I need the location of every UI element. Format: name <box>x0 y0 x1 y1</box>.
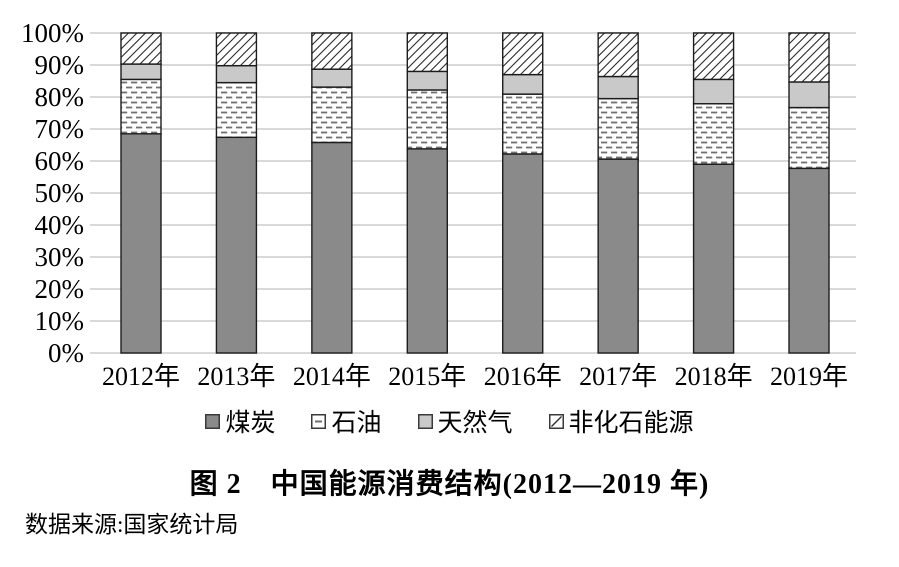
x-tick-label: 2015年 <box>388 362 467 391</box>
bar-segment-coal-2013年 <box>215 136 258 354</box>
chart-legend: 煤炭 石油 天然气 非化石能源 <box>0 403 899 439</box>
bar-segment-oil-2016年 <box>502 93 544 155</box>
bar-segment-oil-2015年 <box>406 89 448 150</box>
bar-segment-coal-2019年 <box>788 167 830 354</box>
bar-segment-coal-2014年 <box>311 141 353 354</box>
bar-segment-gas-2014年 <box>311 68 353 88</box>
bar-segment-nonfossil-2016年 <box>502 32 544 76</box>
bar-segment-gas-2016年 <box>502 73 544 95</box>
x-tick-label: 2017年 <box>579 362 658 391</box>
y-tick-label: 80% <box>34 81 85 112</box>
legend-swatch-gas-icon <box>417 413 433 429</box>
bar-segment-nonfossil-2014年 <box>311 32 353 70</box>
bar-segment-coal-2018年 <box>692 163 735 354</box>
bar-segment-coal-2012年 <box>120 133 162 354</box>
bar-segment-oil-2018年 <box>692 103 735 165</box>
y-tick-label: 60% <box>34 145 85 176</box>
x-tick-label: 2014年 <box>292 362 371 391</box>
x-tick-label: 2018年 <box>674 362 753 391</box>
bar-segment-gas-2012年 <box>120 63 162 81</box>
y-tick-label: 0% <box>48 337 84 368</box>
bar-segment-oil-2013年 <box>215 81 258 139</box>
bar-segment-oil-2012年 <box>120 78 162 135</box>
legend-swatch-coal-icon <box>205 413 221 429</box>
bar-segment-coal-2016年 <box>502 153 544 354</box>
y-tick-label: 30% <box>34 241 85 272</box>
bar-segment-oil-2017年 <box>597 97 639 160</box>
legend-item-oil: 石油 <box>311 403 382 439</box>
stacked-bar-chart <box>90 32 856 354</box>
y-tick-label: 50% <box>34 177 85 208</box>
legend-item-nonfossil: 非化石能源 <box>548 403 694 439</box>
legend-label: 天然气 <box>437 410 513 437</box>
y-tick-label: 10% <box>34 305 85 336</box>
chart-title: 图 2 中国能源消费结构(2012—2019 年) <box>189 469 710 500</box>
bar-segment-nonfossil-2015年 <box>406 32 448 73</box>
legend-swatch-oil-icon <box>311 413 327 429</box>
data-source: 数据来源:国家统计局 <box>25 512 239 537</box>
legend-label: 非化石能源 <box>568 410 694 437</box>
y-tick-label: 90% <box>34 49 85 80</box>
bar-segment-nonfossil-2019年 <box>788 32 830 83</box>
x-tick-label: 2012年 <box>101 362 180 391</box>
legend-item-coal: 煤炭 <box>205 403 275 439</box>
bar-segment-gas-2015年 <box>406 70 448 91</box>
bar-segment-coal-2017年 <box>597 158 639 354</box>
y-tick-label: 70% <box>34 113 85 144</box>
bar-segment-gas-2018年 <box>692 78 735 105</box>
x-tick-label: 2019年 <box>769 362 848 391</box>
bar-segment-gas-2013年 <box>215 64 258 84</box>
legend-label: 石油 <box>331 410 382 437</box>
y-tick-label: 100% <box>21 17 84 48</box>
bar-segment-oil-2014年 <box>311 86 353 144</box>
x-tick-label: 2013年 <box>197 362 276 391</box>
bar-segment-gas-2017年 <box>597 75 639 100</box>
bar-segment-coal-2015年 <box>406 148 448 354</box>
y-tick-label: 40% <box>34 209 85 240</box>
bar-segment-gas-2019年 <box>788 81 830 109</box>
bar-segment-nonfossil-2017年 <box>597 32 639 78</box>
bar-segment-nonfossil-2012年 <box>120 32 162 65</box>
legend-item-gas: 天然气 <box>417 403 513 439</box>
bar-segment-nonfossil-2013年 <box>215 32 258 67</box>
x-tick-label: 2016年 <box>483 362 562 391</box>
legend-label: 煤炭 <box>225 410 276 437</box>
y-tick-label: 20% <box>34 273 85 304</box>
bar-segment-oil-2019年 <box>788 106 830 170</box>
legend-swatch-nonfossil-icon <box>548 413 564 429</box>
bar-segment-nonfossil-2018年 <box>692 32 735 81</box>
